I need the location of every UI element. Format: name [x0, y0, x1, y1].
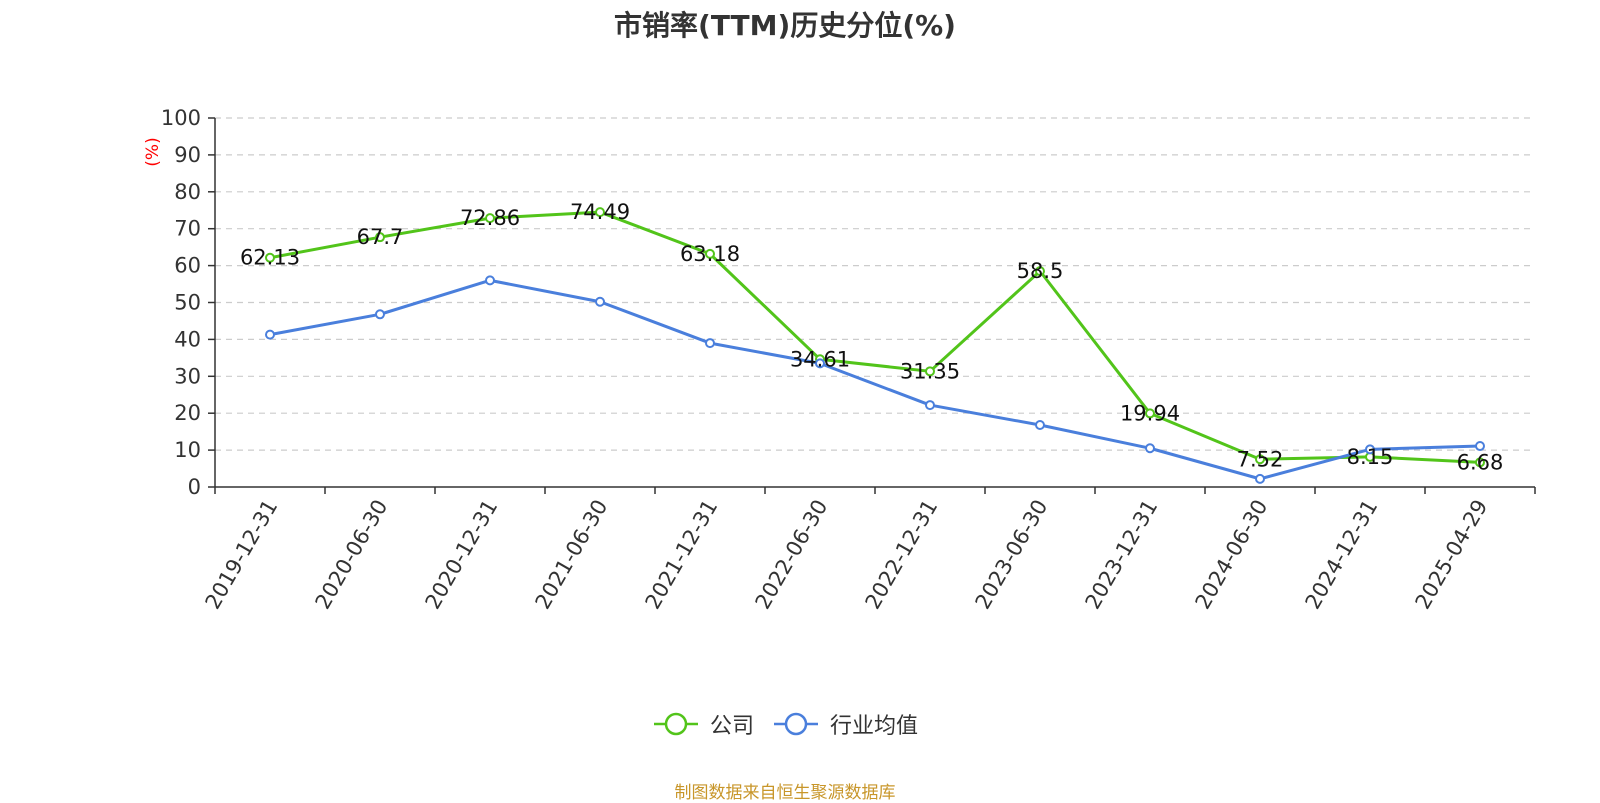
- x-tick-label: 2019-12-31: [201, 496, 283, 614]
- label-layer: 62.13 67.7 72.86 74.49 63.18 34.61 31.35 58.5 19…: [240, 200, 1503, 474]
- data-point: [1365, 444, 1375, 455]
- x-tick-label: 2020-12-31: [421, 496, 503, 614]
- data-point: [1035, 266, 1045, 277]
- data-point: [925, 366, 935, 377]
- y-tick-label: 50: [174, 291, 201, 315]
- legend-item-company[interactable]: 公司: [652, 708, 754, 740]
- data-point: [485, 275, 495, 286]
- x-tick-label: 2021-06-30: [531, 496, 613, 614]
- data-point: [1145, 443, 1155, 454]
- legend-company-label: 公司: [709, 714, 754, 739]
- series-layer: [265, 207, 1485, 484]
- y-tick-label: 80: [174, 180, 201, 204]
- data-label: 63.18: [680, 242, 740, 266]
- x-tick-label: 2022-06-30: [751, 496, 833, 614]
- data-point: [705, 338, 715, 349]
- x-tick-label: 2021-12-31: [641, 496, 723, 614]
- y-tick-label: 60: [174, 254, 201, 278]
- x-tick-label: 2022-12-31: [861, 496, 943, 614]
- data-point: [375, 309, 385, 320]
- data-point: [265, 329, 275, 340]
- data-label: 74.49: [570, 200, 630, 224]
- x-tick-label: 2020-06-30: [311, 496, 393, 614]
- x-tick-label: 2025-04-29: [1411, 496, 1493, 614]
- y-axis-label: (%): [143, 137, 163, 166]
- data-label: 8.15: [1347, 445, 1394, 469]
- legend-item-industry[interactable]: 行业均值: [772, 708, 918, 740]
- legend: 公司 行业均值: [0, 708, 1570, 740]
- x-tick-label: 2024-12-31: [1301, 496, 1383, 614]
- chart-title: 市销率(TTM)历史分位(%): [614, 9, 956, 42]
- data-point: [1035, 420, 1045, 431]
- y-tick-label: 0: [188, 475, 201, 499]
- data-label: 67.7: [357, 225, 404, 249]
- y-tick-label: 40: [174, 327, 201, 351]
- legend-industry-label: 行业均值: [830, 714, 919, 739]
- y-tick-label: 70: [174, 217, 201, 241]
- data-label: 19.94: [1120, 401, 1180, 425]
- data-point: [1255, 454, 1265, 465]
- source-note: 制图数据来自恒生聚源数据库: [674, 783, 896, 803]
- data-point: [1475, 457, 1485, 468]
- data-point: [595, 207, 605, 218]
- y-tick-label: 10: [174, 438, 201, 462]
- data-label: 58.5: [1017, 259, 1064, 283]
- grid-layer: [215, 117, 1535, 451]
- x-tick-label: 2023-12-31: [1081, 496, 1163, 614]
- data-point: [265, 252, 275, 263]
- data-point: [375, 232, 385, 243]
- y-tick-label: 100: [161, 106, 201, 130]
- x-tick-label: 2023-06-30: [971, 496, 1053, 614]
- series-line-1: [269, 278, 1481, 481]
- data-point: [485, 213, 495, 224]
- data-label: 72.86: [460, 206, 520, 230]
- legend-industry-icon: [774, 712, 818, 736]
- data-label: 31.35: [900, 359, 960, 383]
- y-tick-label: 90: [174, 143, 201, 167]
- data-label: 7.52: [1237, 447, 1284, 471]
- data-label: 62.13: [240, 246, 300, 270]
- y-tick-label: 30: [174, 364, 201, 388]
- data-label: 34.61: [790, 347, 850, 371]
- x-tick-label: 2024-06-30: [1191, 496, 1273, 614]
- data-point: [925, 400, 935, 411]
- series-line-0: [269, 210, 1481, 464]
- data-label: 6.68: [1457, 450, 1504, 474]
- data-point: [815, 358, 825, 369]
- legend-company-icon: [653, 712, 698, 736]
- data-point: [595, 296, 605, 307]
- data-point: [705, 248, 715, 259]
- data-point: [1475, 441, 1485, 452]
- data-point: [1145, 408, 1155, 419]
- y-tick-label: 20: [174, 401, 201, 425]
- data-point: [1255, 473, 1265, 484]
